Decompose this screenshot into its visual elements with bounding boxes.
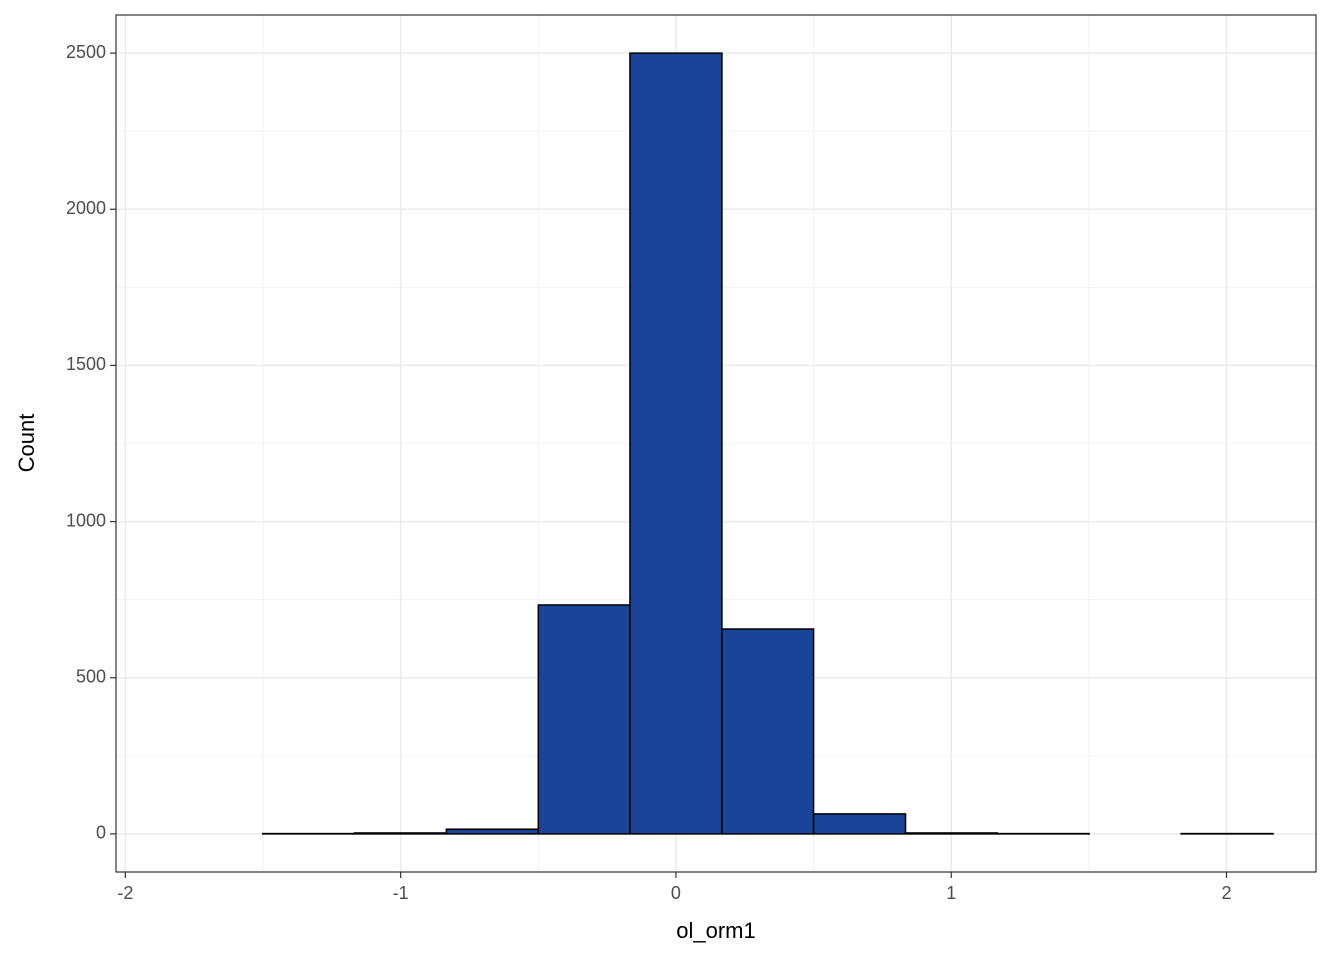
x-tick-label: 0: [671, 883, 681, 903]
x-tick-label: 2: [1222, 883, 1232, 903]
y-tick-label: 500: [76, 666, 106, 686]
y-tick-label: 1000: [66, 510, 106, 530]
bar: [353, 832, 448, 835]
bar: [904, 832, 999, 835]
x-tick-label: -2: [117, 883, 133, 903]
y-tick-label: 2500: [66, 42, 106, 62]
panel-border: [115, 14, 1317, 873]
x-tick-label: -1: [393, 883, 409, 903]
bar: [721, 628, 815, 835]
y-tick-label: 1500: [66, 354, 106, 374]
y-tick-label: 0: [96, 823, 106, 843]
x-axis-title: ol_orm1: [676, 918, 755, 943]
x-tick-label: 1: [946, 883, 956, 903]
bar: [812, 813, 907, 835]
y-tick-label: 2000: [66, 198, 106, 218]
bar: [445, 828, 540, 835]
y-axis-title: Count: [14, 414, 39, 473]
bar: [537, 604, 631, 835]
bar: [629, 52, 723, 835]
